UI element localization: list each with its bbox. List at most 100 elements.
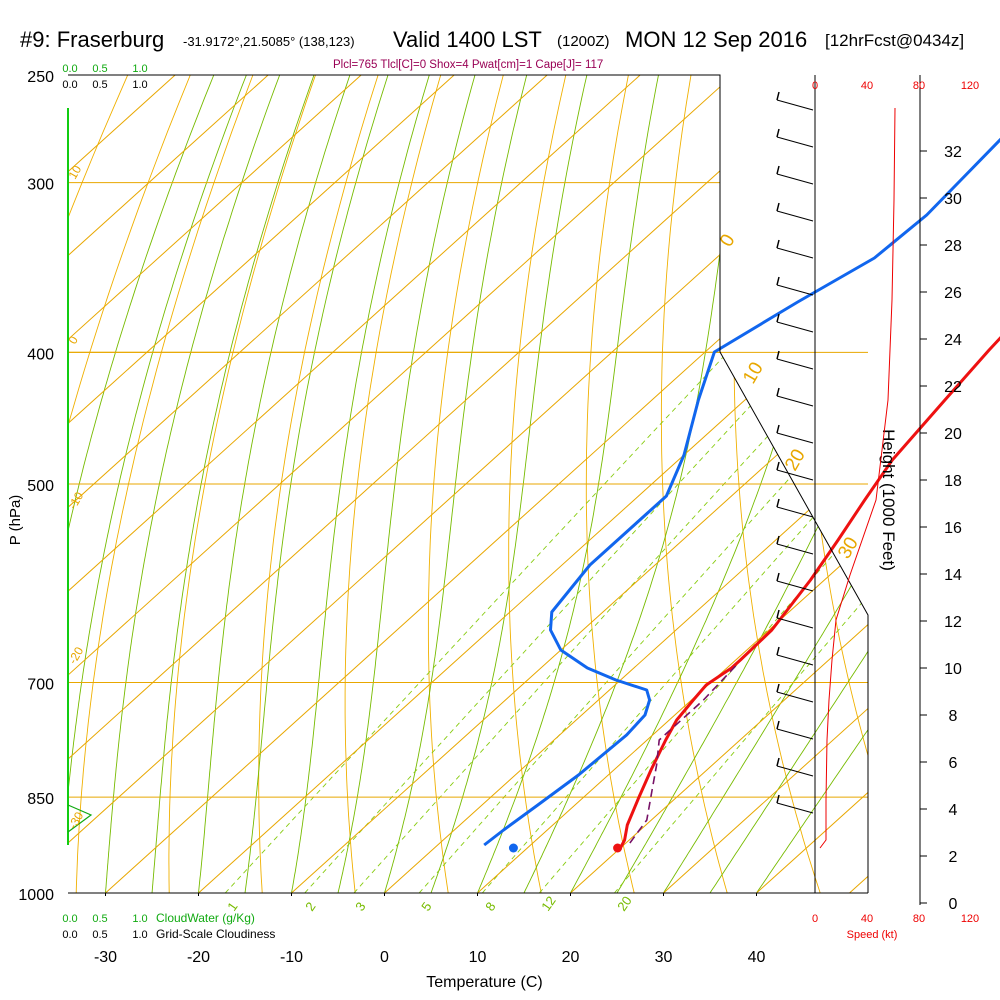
dry-adiabat <box>75 75 254 893</box>
forecast-info: [12hrFcst@0434z] <box>825 31 965 50</box>
moist-adiabat <box>709 75 868 893</box>
moist-adiabat <box>291 75 430 893</box>
cloudwater-tick-label: 0.0 <box>62 63 77 75</box>
valid-zulu: (1200Z) <box>557 33 610 50</box>
wind-barb-flag <box>776 572 780 582</box>
height-tick-label: 14 <box>944 567 962 584</box>
dry-adiabat <box>585 75 635 893</box>
cloudwater-scale-label: CloudWater (g/Kg) <box>156 911 255 925</box>
wind-barb-flag <box>776 757 780 767</box>
wind-barb-flag <box>776 646 780 656</box>
dry-adiabat <box>0 75 3 893</box>
wind-barb-flag <box>776 720 780 730</box>
mixing-ratio-label: 2 <box>302 899 318 914</box>
pressure-tick-label: 250 <box>27 69 54 86</box>
isotherm-label: 20 <box>781 446 810 475</box>
station-title: #9: Fraserburg <box>20 27 165 52</box>
moist-adiabat <box>756 75 868 893</box>
cloudiness-tick-label: 1.0 <box>132 929 147 941</box>
wind-barb <box>776 469 814 481</box>
dry-adiabat <box>168 75 316 893</box>
height-tick-label: 0 <box>949 896 958 913</box>
wind-barb <box>776 136 814 148</box>
wind-barb-flag <box>776 313 780 323</box>
height-tick-label: 26 <box>944 285 962 302</box>
dry-adiabat <box>427 75 504 893</box>
cloudwater-tick-label: 1.0 <box>132 63 147 75</box>
mixing-ratio-label: 12 <box>538 893 559 913</box>
wind-barb-flag <box>776 387 780 397</box>
temperature-tick-label: 10 <box>469 949 487 966</box>
station-coordinates: -31.9172°,21.5085° (138,123) <box>183 34 355 49</box>
moist-adiabat <box>616 75 868 893</box>
wind-barb <box>776 247 814 259</box>
wind-barb <box>776 432 814 444</box>
wind-barb <box>776 765 814 777</box>
wind-barb-flag <box>776 498 780 508</box>
temperature-tick-label: 0 <box>380 949 389 966</box>
wind-barb-flag <box>776 239 780 249</box>
speed-tick-label: 40 <box>861 913 873 925</box>
cloudiness-tick-label: 0.5 <box>92 79 107 91</box>
cloudwater-tick-label: 1.0 <box>132 913 147 925</box>
wind-barb-flag <box>776 128 780 138</box>
wind-barb <box>776 284 814 296</box>
parcel-parameters: Plcl=765 Tlcl[C]=0 Shox=4 Pwat[cm]=1 Cap… <box>333 59 604 71</box>
speed-tick-label: 40 <box>861 80 873 92</box>
height-tick-label: 30 <box>944 191 962 208</box>
wind-barb <box>776 358 814 370</box>
height-tick-label: 12 <box>944 614 962 631</box>
pressure-tick-label: 500 <box>27 478 54 495</box>
temperature-axis-title: Temperature (C) <box>426 974 542 991</box>
cloudwater-marker <box>67 804 93 833</box>
wind-barb-flag <box>776 276 780 286</box>
temperature-tick-label: 20 <box>562 949 580 966</box>
mixing-ratio-label: 8 <box>482 899 498 914</box>
speed-tick-label: 0 <box>812 913 818 925</box>
moist-adiabat <box>68 75 215 893</box>
moist-adiabat <box>105 75 281 893</box>
mixing-ratio-label: 5 <box>418 899 434 914</box>
moist-adiabat <box>663 75 868 893</box>
isotherm <box>570 75 868 893</box>
pressure-tick-label: 700 <box>27 677 54 694</box>
plot-frame <box>68 74 869 893</box>
moist-adiabat <box>151 75 315 893</box>
isotherm-label: 10 <box>65 163 84 182</box>
cloudwater-tick-label: 0.0 <box>62 913 77 925</box>
cloudiness-tick-label: 0.0 <box>62 79 77 91</box>
pressure-axis-title: P (hPa) <box>7 495 24 546</box>
cloudwater-tick-label: 0.5 <box>92 63 107 75</box>
height-tick-label: 20 <box>944 426 962 443</box>
valid-date: MON 12 Sep 2016 <box>625 27 808 52</box>
moist-adiabat <box>198 75 351 893</box>
isotherm <box>68 75 455 893</box>
temperature-line <box>619 336 1000 849</box>
height-tick-label: 28 <box>944 238 962 255</box>
speed-tick-label: 0 <box>812 80 818 92</box>
height-tick-label: 24 <box>944 332 962 349</box>
moist-adiabat <box>384 75 528 893</box>
wind-barb <box>776 395 814 407</box>
wind-barb-flag <box>776 683 780 693</box>
valid-time: Valid 1400 LST <box>393 27 542 52</box>
temperature-tick-label: 40 <box>748 949 766 966</box>
cloudiness-tick-label: 0.5 <box>92 929 107 941</box>
surface-dewpoint-marker <box>508 843 518 853</box>
temperature-tick-label: 30 <box>655 949 673 966</box>
moist-adiabat <box>430 75 588 893</box>
pressure-tick-label: 300 <box>27 177 54 194</box>
speed-tick-label: 80 <box>913 80 925 92</box>
pressure-tick-label: 850 <box>27 791 54 808</box>
speed-tick-label: 80 <box>913 913 925 925</box>
wind-barb <box>776 173 814 185</box>
dry-adiabat <box>344 75 442 893</box>
speed-tick-label: 120 <box>961 913 979 925</box>
wind-barb-flag <box>776 350 780 360</box>
height-axis-title: Height (1000 Feet) <box>879 429 898 571</box>
dry-adiabat <box>68 75 191 893</box>
height-tick-label: 22 <box>944 379 962 396</box>
dry-adiabat <box>258 75 379 893</box>
wind-barb <box>776 617 814 629</box>
